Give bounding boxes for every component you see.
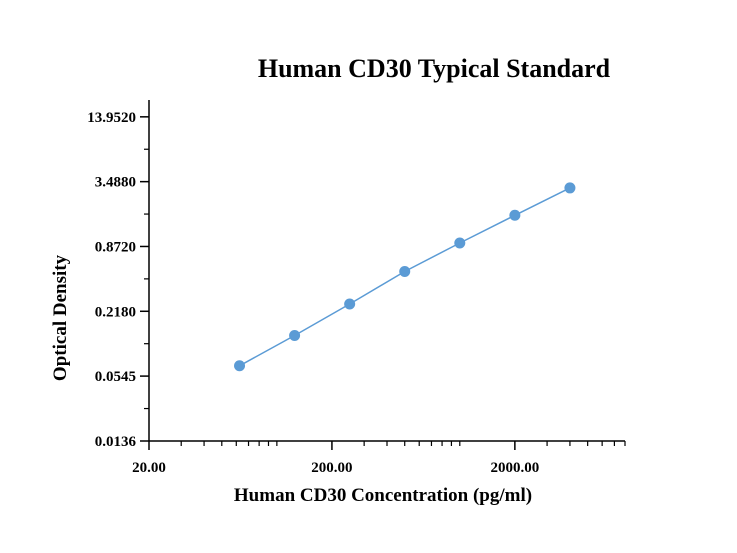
x-tick-label: 200.00 [311,460,352,476]
y-tick-label: 0.8720 [95,239,136,255]
data-point [399,266,411,278]
x-tick-label: 2000.00 [490,460,539,476]
y-axis: 0.0136 0.0545 0.2180 0.8720 3.4880 13.9520 [87,100,150,450]
y-tick-label: 13.9520 [87,110,136,126]
data-point [509,209,521,221]
data-point [564,182,576,194]
chart-title: Human CD30 Typical Standard [258,54,611,83]
x-axis-label: Human CD30 Concentration (pg/ml) [234,485,532,506]
y-tick-label: 0.2180 [95,304,136,320]
y-axis-label: Optical Density [50,254,71,381]
data-point [454,237,466,249]
data-point [344,298,356,310]
y-tick-label: 0.0545 [95,369,136,385]
series-layer [234,182,576,372]
data-point [234,360,246,372]
plot-area: 20.00 200.00 2000.00 0.0136 0.0545 0.2180 0.8… [87,100,626,476]
data-point [289,329,301,341]
y-tick-label: 3.4880 [95,175,136,191]
x-axis: 20.00 200.00 2000.00 [132,440,626,476]
x-tick-label: 20.00 [132,460,166,476]
y-tick-label: 0.0136 [95,434,137,450]
